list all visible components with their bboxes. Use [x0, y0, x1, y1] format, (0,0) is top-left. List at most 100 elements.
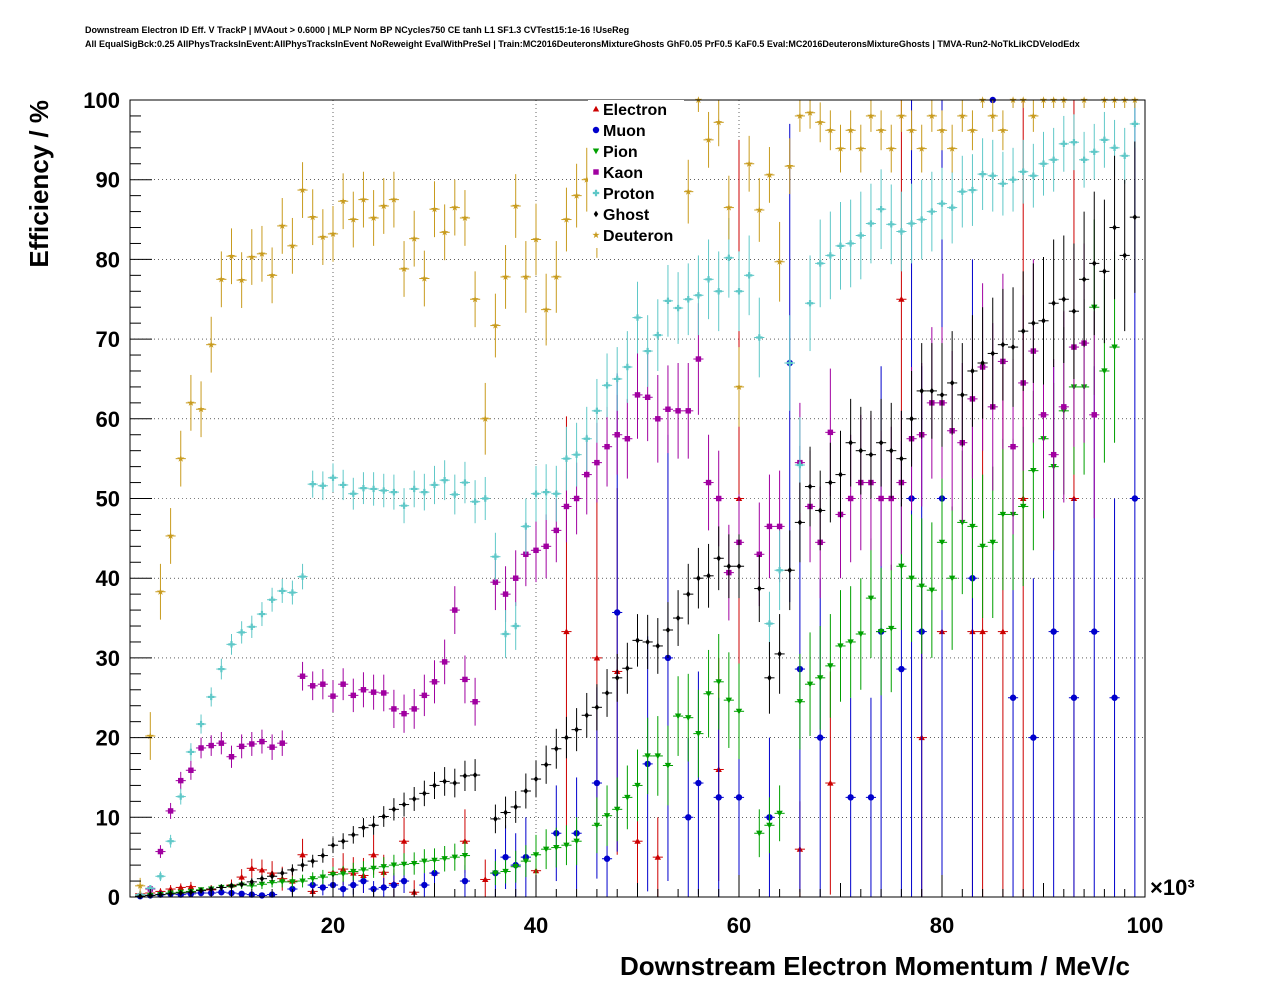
marker	[990, 350, 995, 357]
marker	[461, 214, 469, 222]
marker	[969, 523, 976, 530]
data-point	[368, 815, 379, 835]
data-point	[723, 652, 734, 748]
data-point	[388, 474, 399, 510]
marker	[584, 712, 589, 719]
marker	[401, 710, 407, 717]
axes: 20 40 60 80 100 0 10 20 30 40 50 60 70 80 90 100	[83, 88, 1163, 938]
marker	[300, 861, 305, 869]
data-point	[256, 892, 268, 899]
data-point	[642, 614, 653, 670]
data-point	[317, 669, 328, 700]
data-point	[754, 809, 765, 858]
data-point	[510, 550, 521, 607]
marker	[430, 205, 439, 213]
marker	[177, 793, 184, 800]
data-point	[541, 745, 552, 784]
data-point	[287, 580, 298, 605]
marker	[919, 387, 924, 395]
marker	[705, 691, 712, 697]
data-point	[673, 590, 684, 646]
data-point	[459, 190, 471, 246]
marker	[603, 813, 611, 819]
data-point	[398, 853, 410, 876]
x-tick-label: 20	[321, 913, 345, 938]
data-point	[185, 743, 196, 761]
marker	[492, 579, 499, 585]
data-point	[997, 288, 1008, 401]
data-point	[1058, 96, 1069, 108]
data-point	[977, 96, 988, 108]
marker	[390, 195, 398, 203]
marker	[593, 822, 601, 829]
data-point	[1048, 359, 1059, 551]
marker	[258, 892, 266, 899]
data-point	[926, 522, 937, 658]
marker	[696, 575, 701, 582]
data-point	[865, 183, 877, 264]
marker	[258, 250, 266, 257]
data-point	[601, 669, 613, 717]
marker	[278, 222, 286, 229]
marker	[248, 253, 256, 261]
marker	[563, 503, 570, 510]
marker	[1051, 300, 1056, 307]
data-point	[987, 466, 998, 619]
data-point	[327, 463, 339, 493]
data-point	[1028, 263, 1039, 383]
marker	[969, 186, 976, 194]
marker	[999, 126, 1007, 134]
data-point	[713, 633, 724, 730]
data-point	[256, 225, 268, 282]
data-point	[378, 473, 389, 508]
legend-item-pion: Pion	[592, 144, 638, 161]
marker	[948, 144, 956, 152]
marker	[1020, 503, 1027, 510]
data-point	[409, 470, 420, 508]
marker	[380, 864, 387, 870]
data-point	[876, 110, 887, 151]
data-point	[936, 110, 948, 151]
data-point	[774, 614, 785, 694]
marker	[360, 687, 367, 693]
marker	[339, 885, 347, 893]
chart-title-line-1: Downstream Electron ID Eff. V TrackP | M…	[85, 25, 630, 35]
data-point	[1018, 271, 1029, 391]
data-point	[470, 677, 481, 726]
marker	[391, 806, 397, 813]
data-point	[368, 472, 379, 506]
marker	[918, 583, 925, 590]
data-point	[683, 737, 694, 897]
marker	[695, 292, 702, 299]
marker	[197, 720, 205, 728]
marker	[918, 144, 926, 152]
marker	[796, 461, 804, 469]
marker	[502, 591, 509, 597]
data-point	[886, 402, 897, 499]
data-point	[845, 199, 856, 288]
marker	[177, 884, 184, 890]
marker	[553, 527, 560, 534]
marker	[269, 873, 275, 880]
marker	[1000, 341, 1006, 348]
data-point	[317, 209, 328, 265]
marker	[290, 866, 295, 874]
marker	[593, 779, 601, 787]
marker	[471, 295, 479, 303]
marker	[329, 474, 337, 481]
marker	[674, 304, 682, 312]
data-point	[459, 760, 471, 791]
data-point	[267, 587, 278, 612]
data-point	[957, 100, 968, 132]
data-point	[155, 845, 166, 858]
marker	[573, 495, 580, 502]
marker	[563, 628, 570, 635]
data-point	[317, 869, 328, 885]
marker	[299, 878, 306, 885]
marker	[522, 273, 530, 281]
data-point	[449, 474, 460, 515]
data-point	[825, 614, 836, 718]
data-point	[804, 255, 816, 352]
marker	[715, 794, 722, 801]
